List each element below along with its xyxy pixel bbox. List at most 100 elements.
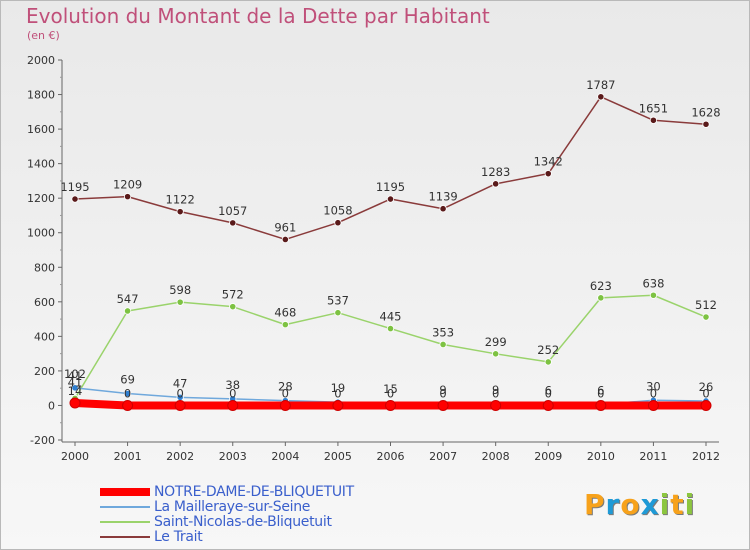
data-point — [281, 321, 289, 329]
data-point — [174, 399, 186, 411]
data-label: 1628 — [691, 105, 720, 119]
data-label: 14 — [68, 384, 83, 398]
data-label: 1195 — [376, 180, 405, 194]
data-label: 0 — [334, 386, 341, 400]
data-label: 1139 — [428, 190, 457, 204]
data-label: 0 — [492, 386, 499, 400]
data-point — [439, 205, 447, 213]
data-label: 0 — [229, 386, 236, 400]
data-label: 353 — [432, 325, 454, 339]
y-tick-label: 1400 — [27, 158, 55, 171]
legend-item: NOTRE-DAME-DE-BLIQUETUIT — [100, 483, 354, 500]
data-point — [227, 399, 239, 411]
data-point — [69, 397, 81, 409]
data-point — [122, 399, 134, 411]
data-label: 15 — [383, 382, 398, 396]
data-point — [544, 170, 552, 178]
x-tick-label: 2008 — [482, 450, 510, 463]
data-label: 1342 — [534, 155, 563, 169]
y-tick-label: 1600 — [27, 123, 55, 136]
data-point — [649, 116, 658, 124]
y-tick-label: 600 — [34, 296, 55, 309]
data-point — [702, 313, 710, 321]
data-label: 537 — [327, 294, 349, 308]
data-label: 572 — [222, 288, 244, 302]
legend-swatch — [100, 535, 150, 538]
logo-letter: o — [620, 488, 641, 521]
data-label: 0 — [650, 386, 657, 400]
data-label: 1195 — [60, 180, 89, 194]
x-tick-label: 2006 — [377, 450, 405, 463]
data-label: 30 — [646, 379, 661, 393]
data-point — [647, 399, 659, 411]
y-tick-label: 1800 — [27, 89, 55, 102]
data-label: 102 — [64, 367, 86, 381]
x-tick-label: 2005 — [324, 450, 352, 463]
data-label: 69 — [120, 373, 135, 387]
x-tick-label: 2012 — [692, 450, 720, 463]
data-point — [281, 235, 289, 244]
data-point — [229, 303, 237, 311]
legend-label: La Mailleraye-sur-Seine — [154, 498, 311, 515]
data-label: 9 — [492, 383, 499, 397]
y-tick-label: 400 — [34, 330, 55, 343]
data-label: 1122 — [166, 193, 195, 207]
data-point — [649, 291, 658, 299]
data-point — [176, 208, 184, 216]
data-label: 41 — [68, 369, 83, 383]
data-point — [123, 193, 132, 201]
legend-label: Saint-Nicolas-de-Bliquetuit — [154, 513, 332, 530]
data-label: 1057 — [218, 204, 247, 218]
data-point — [544, 358, 552, 366]
data-label: 26 — [699, 380, 714, 394]
data-label: 623 — [590, 279, 612, 293]
data-point — [332, 399, 344, 411]
data-point — [492, 350, 500, 358]
logo-letter: P — [584, 488, 606, 521]
y-tick-label: -200 — [30, 434, 55, 447]
logo-letter: i — [684, 488, 696, 521]
data-label: 638 — [642, 276, 664, 290]
data-label: 6 — [597, 383, 604, 397]
series-line-3 — [74, 96, 707, 241]
data-label: 6 — [545, 383, 552, 397]
data-point — [595, 399, 607, 411]
data-point — [386, 195, 395, 203]
x-tick-label: 2011 — [639, 450, 667, 463]
x-tick-label: 2000 — [61, 450, 89, 463]
x-tick-label: 2009 — [534, 450, 562, 463]
data-label: 0 — [282, 386, 289, 400]
data-label: 0 — [439, 386, 446, 400]
x-tick-label: 2004 — [271, 450, 299, 463]
data-label: 0 — [597, 386, 604, 400]
legend-item: Saint-Nicolas-de-Bliquetuit — [100, 513, 354, 530]
data-label: 9 — [439, 383, 446, 397]
x-tick-label: 2010 — [587, 450, 615, 463]
data-point — [597, 294, 605, 302]
data-label: 598 — [169, 283, 191, 297]
data-label: 0 — [387, 386, 394, 400]
data-label: 252 — [537, 343, 559, 357]
data-point — [437, 399, 449, 411]
data-point — [702, 120, 710, 128]
data-label: 1787 — [586, 78, 615, 92]
data-point — [71, 195, 79, 203]
data-label: 1058 — [323, 204, 352, 218]
data-label: 0 — [702, 386, 709, 400]
data-label: 41 — [68, 375, 83, 389]
data-point — [385, 399, 396, 411]
data-label: 512 — [695, 298, 717, 312]
data-label: 38 — [225, 378, 240, 392]
data-label: 547 — [117, 292, 139, 306]
chart-title: Evolution du Montant de la Dette par Hab… — [26, 4, 490, 28]
data-label: 0 — [545, 386, 552, 400]
data-label: 445 — [380, 310, 402, 324]
legend-swatch — [100, 505, 150, 508]
legend-label: NOTRE-DAME-DE-BLIQUETUIT — [154, 483, 354, 500]
data-point — [123, 389, 132, 398]
data-point — [597, 93, 605, 101]
data-label: 19 — [331, 381, 346, 395]
data-point — [492, 180, 500, 188]
data-label: 1209 — [113, 178, 142, 192]
